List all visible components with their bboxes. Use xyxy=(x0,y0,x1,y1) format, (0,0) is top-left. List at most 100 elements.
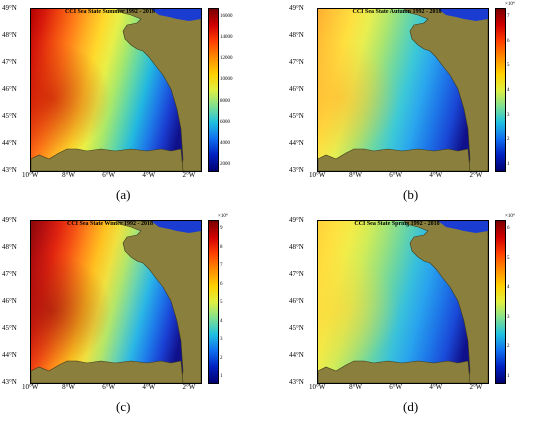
lat-tick-label: 43°N xyxy=(2,378,17,386)
colorbar-tick-label: 8 xyxy=(220,244,223,250)
map-title: CCI Sea State Spring 1992 - 2018 xyxy=(354,221,440,227)
lat-tick-label: 46°N xyxy=(2,297,17,305)
map-title: CCI Sea State Autumn 1992 - 2018 xyxy=(352,9,442,15)
lat-tick-label: 47°N xyxy=(2,270,17,278)
panel-caption: (d) xyxy=(403,399,419,414)
lon-tick-label: 2°W xyxy=(469,383,483,391)
panel-caption: (c) xyxy=(116,399,131,414)
lon-tick-label: 4°W xyxy=(429,171,443,179)
lon-tick-label: 10°W xyxy=(22,171,39,179)
colorbar-tick-label: 9 xyxy=(220,226,223,231)
lon-tick-label: 8°W xyxy=(349,383,363,391)
colorbar-tick-label: 2 xyxy=(220,355,223,361)
map-panel-a: CCI Sea State Summer 1992 - 2018 49°N 48°N… xyxy=(0,0,263,212)
lat-tick-label: 46°N xyxy=(289,85,304,93)
colorbar-tick-label: 2 xyxy=(507,344,510,350)
channel-water xyxy=(438,9,488,21)
lon-tick-label: 2°W xyxy=(469,171,483,179)
map-title: CCI Sea State Summer 1992 - 2018 xyxy=(65,9,155,15)
lon-tick-label: 4°W xyxy=(142,171,156,179)
colorbar-tick-label: 2 xyxy=(507,137,510,143)
spain-land xyxy=(31,148,184,171)
map-panel-d: CCI Sea State Spring 1992 - 2018 49°N 48°N… xyxy=(287,212,550,424)
colorbar xyxy=(208,8,219,172)
colorbar-tick-label: 3 xyxy=(507,112,510,118)
colorbar-tick-label: 6 xyxy=(507,38,510,44)
lon-tick-label: 2°W xyxy=(182,171,196,179)
lat-tick-label: 45°N xyxy=(289,324,304,332)
lat-tick-label: 49°N xyxy=(289,4,304,12)
lat-tick-label: 48°N xyxy=(2,243,17,251)
channel-water xyxy=(151,221,201,233)
lat-tick-label: 43°N xyxy=(289,166,304,174)
wave-energy-map xyxy=(317,220,489,384)
lon-tick-label: 10°W xyxy=(309,171,326,179)
lon-tick-label: 4°W xyxy=(429,383,443,391)
lon-tick-label: 8°W xyxy=(62,171,76,179)
wave-energy-map xyxy=(30,220,202,384)
colorbar-tick-label: 4 xyxy=(220,318,223,324)
wave-energy-map xyxy=(317,8,489,172)
wave-energy-map xyxy=(30,8,202,172)
lat-tick-label: 44°N xyxy=(289,351,304,359)
lat-tick-label: 46°N xyxy=(2,85,17,93)
lon-tick-label: 6°W xyxy=(389,171,403,179)
lat-tick-label: 47°N xyxy=(289,270,304,278)
colorbar-tick-label: 4 xyxy=(507,285,510,291)
colorbar-tick-label: 6000 xyxy=(220,119,230,125)
colorbar-tick-label: 3 xyxy=(507,314,510,320)
lon-tick-label: 4°W xyxy=(142,383,156,391)
lat-tick-label: 43°N xyxy=(2,166,17,174)
lat-tick-label: 45°N xyxy=(289,112,304,120)
lat-tick-label: 44°N xyxy=(2,351,17,359)
spain-land xyxy=(31,360,184,383)
colorbar-tick-label: 4 xyxy=(507,88,510,93)
map-title: CCI Sea State Winter 1992 - 2018 xyxy=(67,221,153,227)
colorbar-tick-label: 3 xyxy=(220,337,223,342)
channel-water xyxy=(438,221,488,233)
colorbar-tick-label: 10000 xyxy=(220,77,233,83)
lat-tick-label: 48°N xyxy=(289,31,304,39)
lat-tick-label: 47°N xyxy=(2,58,17,66)
colorbar-tick-label: 1 xyxy=(507,162,510,167)
colorbar-tick-label: 1 xyxy=(220,374,223,379)
colorbar xyxy=(208,220,219,384)
panel-caption: (a) xyxy=(116,187,131,202)
colorbar-tick-label: 6 xyxy=(220,281,223,287)
colorbar-tick-label: 5 xyxy=(507,255,510,261)
colorbar-exponent: ×10⁴ xyxy=(505,214,515,219)
lat-tick-label: 44°N xyxy=(289,139,304,147)
colorbar-tick-label: 7 xyxy=(507,14,510,19)
colorbar-tick-label: 7 xyxy=(220,263,223,268)
lat-tick-label: 45°N xyxy=(2,112,17,120)
lat-tick-label: 45°N xyxy=(2,324,17,332)
lat-tick-label: 49°N xyxy=(2,216,17,224)
colorbar-tick-label: 12000 xyxy=(220,56,233,62)
map-panel-b: CCI Sea State Autumn 1992 - 2018 49°N 48°N… xyxy=(287,0,550,212)
colorbar-exponent: ×10⁴ xyxy=(505,2,515,7)
colorbar-tick-label: 2000 xyxy=(220,162,230,167)
colorbar-tick-label: 8000 xyxy=(220,98,230,104)
lat-tick-label: 44°N xyxy=(2,139,17,147)
lon-tick-label: 6°W xyxy=(102,171,116,179)
lat-tick-label: 48°N xyxy=(2,31,17,39)
colorbar-tick-label: 5 xyxy=(220,300,223,305)
lon-tick-label: 8°W xyxy=(62,383,76,391)
colorbar-tick-label: 5 xyxy=(507,63,510,69)
lat-tick-label: 49°N xyxy=(289,216,304,224)
colorbar-tick-label: 14000 xyxy=(220,35,233,41)
lon-tick-label: 2°W xyxy=(182,383,196,391)
spain-land xyxy=(318,148,471,171)
lon-tick-label: 6°W xyxy=(102,383,116,391)
panel-caption: (b) xyxy=(403,187,419,202)
colorbar-exponent: ×10⁴ xyxy=(218,214,228,219)
colorbar-tick-label: 6 xyxy=(507,226,510,231)
colorbar xyxy=(495,220,506,384)
spain-land xyxy=(318,360,471,383)
lat-tick-label: 43°N xyxy=(289,378,304,386)
lat-tick-label: 49°N xyxy=(2,4,17,12)
colorbar xyxy=(495,8,506,172)
channel-water xyxy=(151,9,201,21)
lon-tick-label: 10°W xyxy=(309,383,326,391)
colorbar-tick-label: 16000 xyxy=(220,14,233,19)
